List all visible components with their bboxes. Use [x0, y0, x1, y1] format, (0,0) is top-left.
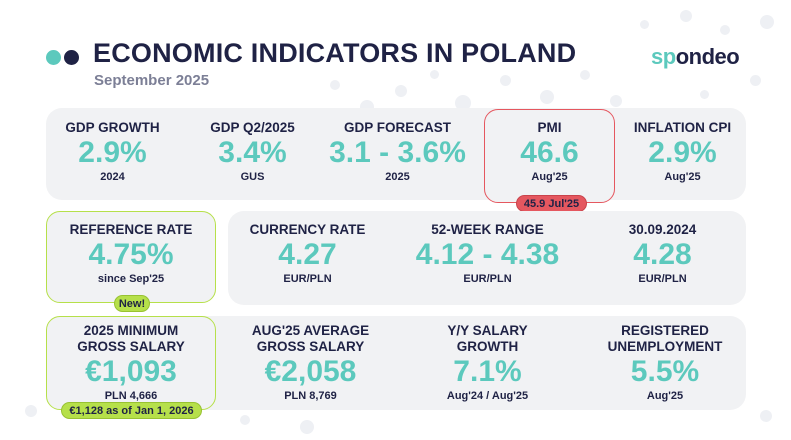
reference-rate-label: REFERENCE RATE: [69, 222, 193, 237]
avg-salary-sub: PLN 8,769: [284, 390, 337, 402]
salary-growth-label-line2: GROWTH: [456, 339, 519, 354]
inflation-value: 2.9%: [648, 136, 717, 169]
dot-teal: [46, 50, 61, 65]
pmi-card: PMI 46.6 Aug'25: [486, 120, 613, 184]
unemployment-value: 5.5%: [630, 355, 700, 388]
reference-rate-card: REFERENCE RATE 4.75% since Sep'25: [48, 222, 214, 286]
reference-rate-sub: since Sep'25: [97, 273, 165, 285]
logo-part-main: ondeo: [675, 44, 740, 69]
avg-salary-card: AUG'25 AVERAGE GROSS SALARY €2,058 PLN 8…: [238, 323, 383, 403]
gdp-growth-card: GDP GROWTH 2.9% 2024: [50, 120, 175, 184]
new-badge: New!: [114, 295, 150, 312]
range-52w-sub: EUR/PLN: [463, 273, 512, 285]
range-52w-card: 52-WEEK RANGE 4.12 - 4.38 EUR/PLN: [400, 222, 575, 286]
brand-logo: spondeo: [651, 44, 740, 70]
header-dots-decoration: [46, 50, 79, 65]
gdp-forecast-sub: 2025: [385, 171, 410, 183]
avg-salary-label-line2: GROSS SALARY: [256, 339, 365, 354]
currency-rate-label: CURRENCY RATE: [249, 222, 366, 237]
reference-rate-value: 4.75%: [88, 238, 174, 271]
pmi-highlight-box: [484, 109, 615, 203]
row2-panel: [228, 211, 746, 305]
unemployment-label-line2: UNEMPLOYMENT: [607, 339, 723, 354]
salary-growth-sub: Aug'24 / Aug'25: [446, 390, 529, 402]
range-52w-label: 52-WEEK RANGE: [431, 222, 544, 237]
unemployment-sub: Aug'25: [646, 390, 684, 402]
gdp-forecast-value: 3.1 - 3.6%: [329, 136, 466, 169]
logo-part-accent: sp: [651, 44, 676, 69]
inflation-sub: Aug'25: [664, 171, 701, 183]
min-salary-card: 2025 MINIMUM GROSS SALARY €1,093 PLN 4,6…: [48, 323, 214, 403]
gdp-q2-value: 3.4%: [218, 136, 287, 169]
unemployment-card: REGISTERED UNEMPLOYMENT 5.5% Aug'25: [595, 323, 735, 403]
inflation-card: INFLATION CPI 2.9% Aug'25: [620, 120, 745, 184]
gdp-forecast-card: GDP FORECAST 3.1 - 3.6% 2025: [320, 120, 475, 184]
min-salary-sub: PLN 4,666: [104, 390, 158, 402]
rate-on-date-card: 30.09.2024 4.28 EUR/PLN: [600, 222, 725, 286]
salary-growth-value: 7.1%: [453, 355, 522, 388]
page-title: ECONOMIC INDICATORS IN POLAND: [93, 38, 577, 68]
salary-growth-card: Y/Y SALARY GROWTH 7.1% Aug'24 / Aug'25: [415, 323, 560, 403]
gdp-q2-label: GDP Q2/2025: [210, 120, 295, 135]
row1-panel: [46, 108, 746, 200]
min-salary-label-line1: 2025 MINIMUM: [83, 323, 179, 338]
currency-rate-value: 4.27: [278, 238, 337, 271]
gdp-forecast-label: GDP FORECAST: [343, 120, 451, 135]
dot-navy: [64, 50, 79, 65]
avg-salary-label-line1: AUG'25 AVERAGE: [251, 323, 370, 338]
reference-rate-highlight-box: [46, 211, 216, 303]
pmi-label: PMI: [537, 120, 562, 135]
avg-salary-value: €2,058: [264, 355, 357, 388]
salary-growth-label-line1: Y/Y SALARY: [447, 323, 528, 338]
currency-rate-sub: EUR/PLN: [283, 273, 332, 285]
currency-rate-card: CURRENCY RATE 4.27 EUR/PLN: [240, 222, 375, 286]
gdp-q2-card: GDP Q2/2025 3.4% GUS: [190, 120, 315, 184]
inflation-label: INFLATION CPI: [633, 120, 732, 135]
gdp-growth-label: GDP GROWTH: [65, 120, 160, 135]
rate-on-date-label: 30.09.2024: [628, 222, 697, 237]
min-salary-2026-badge: €1,128 as of Jan 1, 2026: [61, 402, 202, 419]
range-52w-value: 4.12 - 4.38: [415, 238, 560, 271]
min-salary-highlight-box: [46, 316, 216, 410]
pmi-sub: Aug'25: [531, 171, 568, 183]
gdp-growth-sub: 2024: [100, 171, 125, 183]
gdp-growth-value: 2.9%: [78, 136, 147, 169]
pmi-value: 46.6: [520, 136, 579, 169]
gdp-q2-sub: GUS: [240, 171, 265, 183]
min-salary-label-line2: GROSS SALARY: [77, 339, 185, 354]
unemployment-label-line1: REGISTERED: [621, 323, 709, 338]
rate-on-date-value: 4.28: [633, 238, 692, 271]
rate-on-date-sub: EUR/PLN: [638, 273, 687, 285]
page-subtitle: September 2025: [94, 72, 210, 89]
min-salary-value: €1,093: [85, 355, 177, 388]
pmi-previous-badge: 45.9 Jul'25: [516, 195, 587, 212]
